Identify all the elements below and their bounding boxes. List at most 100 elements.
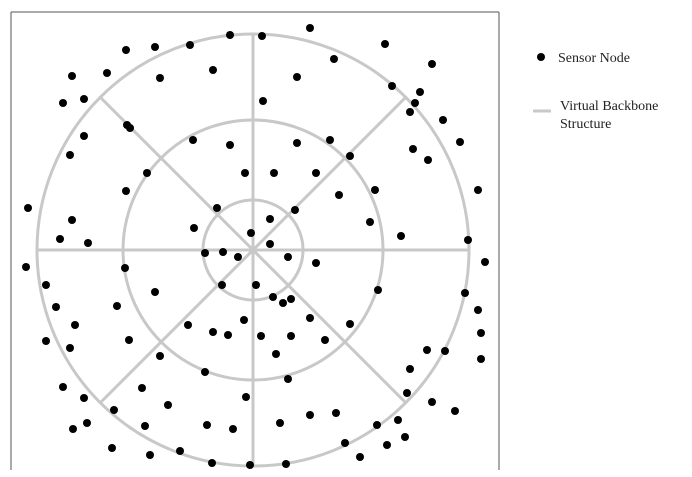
sensor-node [257,332,265,340]
sensor-node [68,216,76,224]
sensor-node [481,258,489,266]
sensor-node [306,24,314,32]
sensor-node [394,416,402,424]
sensor-node [416,88,424,96]
sensor-node [66,151,74,159]
sensor-node [335,191,343,199]
sensor-node [146,451,154,459]
virtual-backbone-structure [35,32,471,468]
sensor-node [69,425,77,433]
sensor-node [477,355,485,363]
sensor-node [346,320,354,328]
sensor-node [218,281,226,289]
sensor-node [306,411,314,419]
sensor-node [474,186,482,194]
sensor-node [306,314,314,322]
sensor-node [151,288,159,296]
sensor-node [156,352,164,360]
sensor-node [122,46,130,54]
legend-sensor-node-label: Sensor Node [558,51,630,66]
sensor-node [284,375,292,383]
backbone-spoke-ne [251,95,408,252]
sensor-node [59,383,67,391]
sensor-node [284,253,292,261]
sensor-node [24,204,32,212]
sensor-node [252,281,260,289]
sensor-node [113,302,121,310]
sensor-node [397,232,405,240]
sensor-node [68,72,76,80]
sensor-node [164,401,172,409]
sensor-node [326,136,334,144]
sensor-node [321,336,329,344]
sensor-node [80,132,88,140]
backbone-spoke-nw [98,95,255,252]
sensor-node [201,249,209,257]
sensor-node [209,66,217,74]
sensor-node [209,328,217,336]
sensor-node [80,394,88,402]
sensor-node [189,136,197,144]
sensor-node [373,421,381,429]
sensor-node [224,331,232,339]
sensor-node [203,421,211,429]
sensor-node [208,459,216,467]
sensor-node [474,306,482,314]
sensor-node [125,336,133,344]
sensor-node [226,141,234,149]
sensor-node [279,299,287,307]
sensor-node [122,187,130,195]
sensor-node [374,286,382,294]
sensor-node [428,398,436,406]
sensor-node [226,31,234,39]
sensor-node [411,99,419,107]
sensor-node [80,95,88,103]
sensor-node [42,281,50,289]
sensor-node [186,41,194,49]
sensor-node [388,82,396,90]
sensor-node [110,406,118,414]
sensor-node [269,293,277,301]
sensor-node [341,439,349,447]
sensor-node [332,409,340,417]
sensor-node [52,303,60,311]
sensor-node [346,152,354,160]
sensor-node [266,215,274,223]
sensor-node [246,461,254,469]
sensor-node [366,218,374,226]
sensor-node [56,235,64,243]
sensor-node [424,156,432,164]
sensor-node [383,441,391,449]
sensor-node [126,124,134,132]
sensor-node [121,264,129,272]
sensor-node [240,316,248,324]
legend-sensor-node-marker [537,53,545,61]
sensor-node [22,263,30,271]
sensor-node [103,69,111,77]
sensor-node [259,97,267,105]
sensor-node [176,447,184,455]
sensor-node [293,139,301,147]
sensor-nodes [22,24,489,469]
sensor-node [42,337,50,345]
sensor-node [184,321,192,329]
sensor-node [59,99,67,107]
sensor-node [293,73,301,81]
sensor-node [84,239,92,247]
sensor-node [461,289,469,297]
sensor-node [464,236,472,244]
sensor-node [272,350,280,358]
sensor-node [371,186,379,194]
legend-backbone-label-line2: Structure [560,117,611,132]
sensor-node [266,240,274,248]
sensor-node [83,419,91,427]
sensor-node [312,259,320,267]
sensor-node [441,347,449,355]
sensor-node [156,74,164,82]
sensor-node [66,344,74,352]
sensor-node [270,169,278,177]
sensor-node [456,138,464,146]
sensor-node [234,253,242,261]
sensor-node [401,433,409,441]
sensor-node [451,407,459,415]
